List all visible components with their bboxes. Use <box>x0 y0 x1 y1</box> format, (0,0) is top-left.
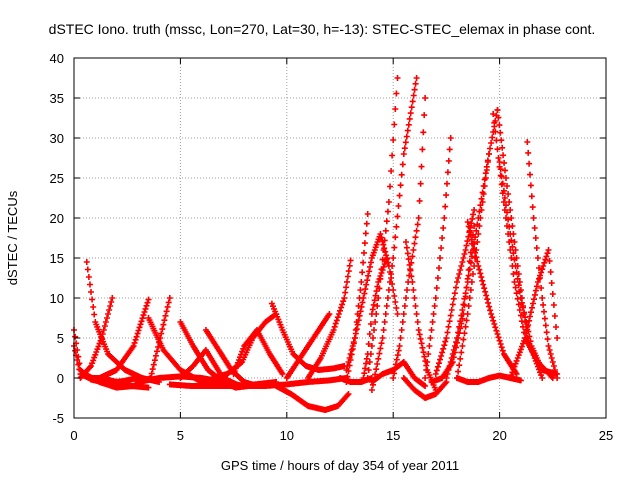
series-37 <box>524 139 561 381</box>
axis-ticks <box>73 57 607 419</box>
y-tick-label: 10 <box>50 291 64 306</box>
series-41 <box>464 219 520 377</box>
series-markers <box>400 375 450 401</box>
series-39 <box>454 372 524 385</box>
x-tick-label: 10 <box>280 428 294 443</box>
plot-frame <box>73 57 607 419</box>
x-tick-label: 20 <box>492 428 506 443</box>
y-tick-label: -5 <box>52 411 64 426</box>
series-23 <box>360 255 390 381</box>
series-markers <box>496 159 561 377</box>
series-27 <box>390 95 429 381</box>
series-30 <box>422 135 454 381</box>
y-tick-label: 35 <box>50 91 64 106</box>
y-axis-label: dSTEC / TECUs <box>5 190 20 285</box>
series-40 <box>428 223 478 385</box>
series-markers <box>368 75 420 393</box>
series-19 <box>305 257 354 381</box>
series-markers <box>524 139 561 381</box>
x-tick-label: 15 <box>386 428 400 443</box>
series-18 <box>283 311 333 381</box>
series-markers <box>494 107 546 381</box>
series-17 <box>273 383 352 413</box>
series-markers <box>273 383 352 413</box>
x-axis-label: GPS time / hours of day 354 of year 2011 <box>221 458 459 473</box>
x-tick-label: 0 <box>70 428 77 443</box>
y-tick-label: 20 <box>50 211 64 226</box>
y-tick-label: 15 <box>50 251 64 266</box>
series-26 <box>368 75 420 393</box>
series-markers <box>96 296 152 381</box>
series-24 <box>364 75 401 381</box>
y-tick-label: 0 <box>57 371 64 386</box>
series-markers <box>268 300 348 373</box>
series-markers <box>390 95 429 381</box>
y-tick-label: 25 <box>50 171 64 186</box>
chart-title: dSTEC Iono. truth (mssc, Lon=270, Lat=30… <box>49 21 596 37</box>
series-markers <box>364 75 401 381</box>
series-markers <box>343 211 371 385</box>
y-tick-label: 5 <box>57 331 64 346</box>
series-markers <box>422 135 454 381</box>
series-22 <box>343 211 371 385</box>
series-markers <box>283 311 333 381</box>
x-tick-label: 5 <box>177 428 184 443</box>
y-tick-label: 40 <box>50 51 64 66</box>
tick-labels: 0 5 10 15 20 25 -5 0 5 10 15 20 25 30 35 40 <box>50 51 614 443</box>
series-markers <box>428 223 478 385</box>
series-14 <box>230 327 286 377</box>
y-tick-label: 30 <box>50 131 64 146</box>
series-markers <box>454 372 524 385</box>
x-tick-label: 25 <box>599 428 613 443</box>
series-15 <box>268 300 348 373</box>
series-33 <box>454 107 501 381</box>
series-34 <box>494 107 546 381</box>
series-5 <box>96 296 152 381</box>
series-markers <box>305 257 354 381</box>
series-markers <box>464 219 520 377</box>
series-20 <box>337 375 375 385</box>
data-points <box>71 75 561 413</box>
series-29 <box>400 375 450 401</box>
series-36 <box>496 159 561 377</box>
series-markers <box>230 327 286 377</box>
series-markers <box>360 255 390 381</box>
series-markers <box>337 375 375 385</box>
series-markers <box>454 107 501 381</box>
